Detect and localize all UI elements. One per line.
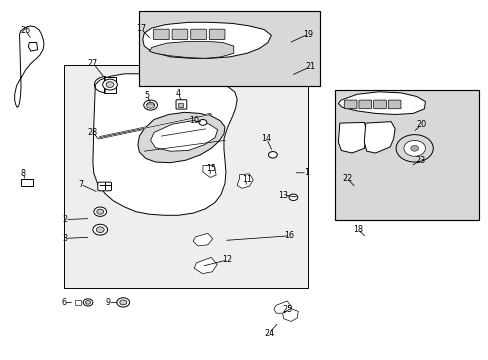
Text: 13: 13: [278, 191, 288, 199]
Circle shape: [410, 145, 418, 151]
Polygon shape: [273, 301, 291, 313]
Text: 1: 1: [304, 168, 309, 177]
Text: 9: 9: [106, 298, 111, 307]
FancyBboxPatch shape: [373, 100, 386, 109]
Text: 24: 24: [264, 329, 273, 338]
FancyBboxPatch shape: [209, 29, 224, 40]
Circle shape: [93, 224, 107, 235]
FancyBboxPatch shape: [75, 300, 81, 305]
Polygon shape: [149, 41, 233, 58]
Text: 25: 25: [282, 305, 292, 314]
Circle shape: [199, 120, 206, 125]
Polygon shape: [237, 174, 253, 188]
Text: 18: 18: [352, 225, 362, 234]
Text: 8: 8: [21, 169, 26, 178]
Polygon shape: [338, 92, 425, 114]
Bar: [334, 90, 478, 220]
Text: 3: 3: [62, 234, 67, 243]
Text: 28: 28: [88, 128, 98, 137]
Bar: [103, 77, 116, 93]
Text: 4: 4: [176, 89, 181, 98]
Polygon shape: [282, 309, 298, 321]
Polygon shape: [338, 122, 366, 153]
Bar: [139, 11, 320, 86]
Text: 14: 14: [261, 134, 271, 143]
Polygon shape: [203, 166, 216, 177]
Circle shape: [85, 301, 90, 304]
Text: 5: 5: [144, 91, 149, 100]
Polygon shape: [93, 74, 237, 215]
FancyBboxPatch shape: [358, 100, 371, 109]
Circle shape: [96, 227, 104, 233]
Text: 2: 2: [62, 215, 67, 224]
FancyBboxPatch shape: [20, 179, 33, 186]
Circle shape: [288, 194, 297, 201]
Circle shape: [117, 298, 129, 307]
Text: 16: 16: [284, 231, 294, 240]
Polygon shape: [193, 233, 212, 246]
Text: 12: 12: [222, 256, 232, 264]
FancyArrowPatch shape: [206, 165, 209, 170]
Text: 10: 10: [189, 116, 199, 125]
Bar: [63, 65, 307, 288]
FancyBboxPatch shape: [176, 100, 186, 109]
Text: 27: 27: [88, 58, 98, 68]
FancyBboxPatch shape: [98, 182, 111, 191]
Text: 26: 26: [20, 26, 30, 35]
Text: 19: 19: [303, 30, 312, 39]
Polygon shape: [142, 22, 271, 58]
Text: 20: 20: [416, 120, 426, 129]
Text: 23: 23: [415, 156, 425, 165]
Polygon shape: [194, 257, 217, 274]
FancyBboxPatch shape: [387, 100, 400, 109]
FancyBboxPatch shape: [190, 29, 206, 40]
Polygon shape: [28, 42, 38, 51]
Text: 11: 11: [242, 175, 251, 184]
Text: 21: 21: [305, 62, 315, 71]
FancyBboxPatch shape: [344, 100, 356, 109]
FancyBboxPatch shape: [178, 103, 183, 107]
Polygon shape: [364, 122, 394, 153]
Text: 22: 22: [342, 174, 351, 183]
Circle shape: [97, 209, 103, 214]
Circle shape: [146, 102, 154, 108]
Circle shape: [268, 152, 277, 158]
Circle shape: [403, 140, 425, 156]
Circle shape: [120, 300, 126, 305]
Text: 6: 6: [61, 298, 66, 307]
Polygon shape: [150, 121, 217, 151]
Circle shape: [94, 207, 106, 216]
FancyBboxPatch shape: [147, 104, 154, 108]
Circle shape: [143, 100, 157, 110]
Text: 17: 17: [136, 24, 145, 33]
Polygon shape: [138, 112, 224, 163]
Text: 15: 15: [206, 164, 216, 173]
Circle shape: [83, 299, 93, 306]
Circle shape: [102, 79, 117, 90]
Circle shape: [106, 82, 114, 87]
Circle shape: [395, 135, 432, 162]
FancyBboxPatch shape: [172, 29, 187, 40]
Text: 7: 7: [78, 180, 83, 189]
FancyBboxPatch shape: [153, 29, 169, 40]
Polygon shape: [15, 26, 44, 107]
